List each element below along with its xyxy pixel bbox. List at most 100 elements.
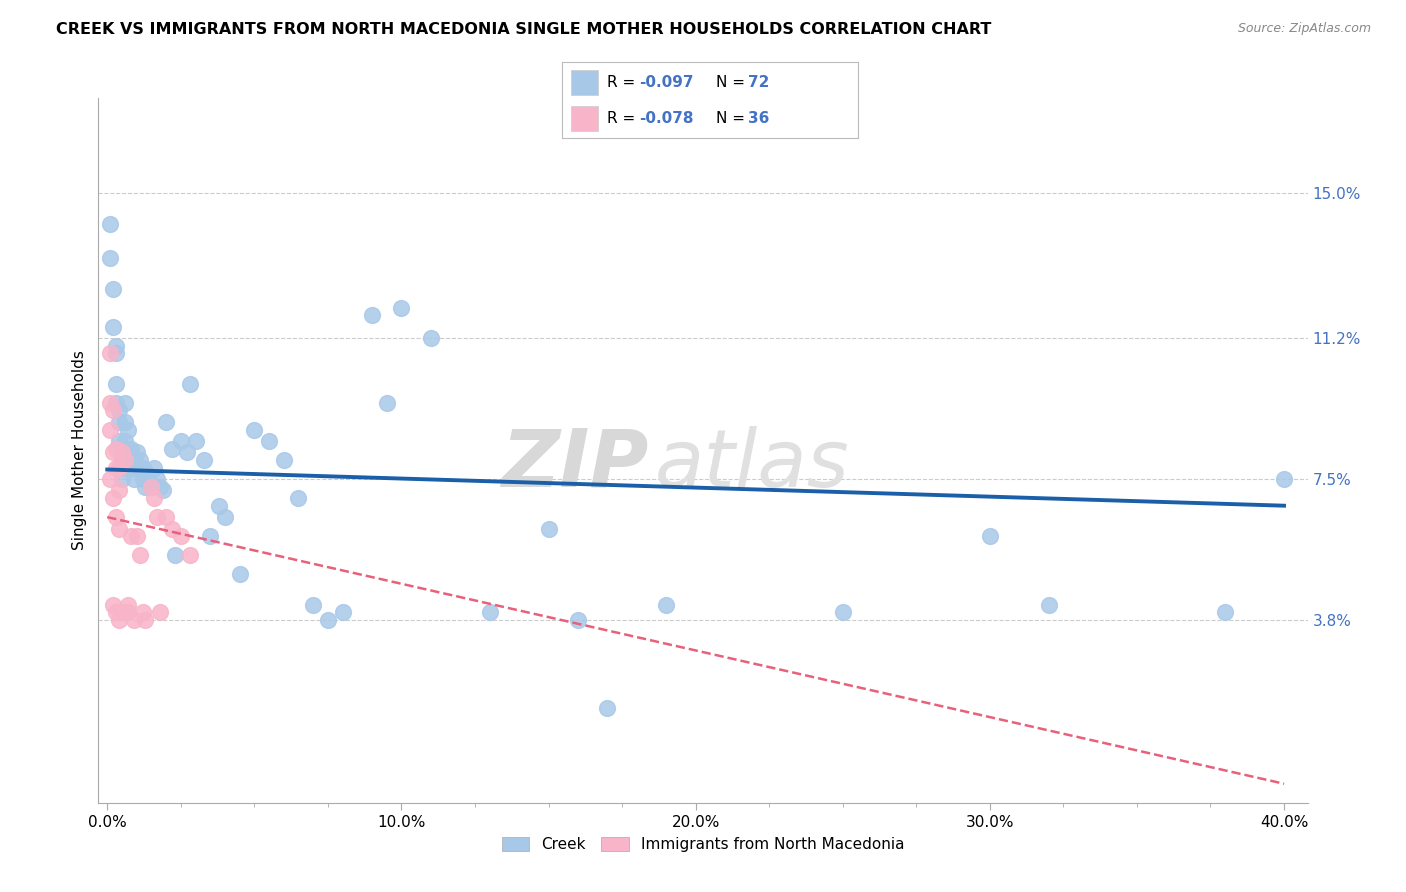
Point (108, 613, 131, 627)
Point (163, 548, 186, 562)
Point (596, 700, 619, 714)
Point (108, 434, 131, 448)
Point (287, 491, 309, 505)
Point (98, 346, 121, 360)
Point (108, 415, 131, 429)
Point (108, 460, 131, 475)
Text: N =: N = (716, 76, 749, 90)
Point (478, 605, 501, 619)
Point (155, 510, 177, 524)
Point (273, 453, 295, 467)
Point (128, 548, 150, 562)
Point (537, 522, 560, 536)
Point (122, 453, 145, 467)
Point (117, 442, 139, 456)
Point (122, 472, 145, 486)
Point (114, 434, 136, 448)
Point (101, 282, 124, 296)
Point (111, 445, 134, 459)
Point (105, 396, 128, 410)
Text: -0.078: -0.078 (640, 111, 693, 126)
Point (170, 529, 193, 543)
Point (152, 483, 174, 498)
Point (143, 491, 166, 505)
Text: ZIP: ZIP (501, 425, 648, 504)
Point (134, 480, 156, 494)
Text: 72: 72 (748, 76, 770, 90)
Point (302, 598, 325, 612)
Point (179, 548, 201, 562)
Point (655, 598, 678, 612)
Point (141, 480, 163, 494)
Point (105, 346, 128, 360)
Point (143, 460, 166, 475)
Point (111, 605, 134, 619)
Point (361, 308, 384, 322)
Point (134, 464, 156, 478)
Point (184, 434, 207, 448)
Point (105, 605, 128, 619)
Point (979, 529, 1001, 543)
Point (117, 605, 139, 619)
Point (105, 442, 128, 456)
Point (155, 415, 177, 429)
Text: R =: R = (607, 111, 640, 126)
Point (117, 423, 139, 437)
Point (111, 460, 134, 475)
Point (114, 453, 136, 467)
Text: atlas: atlas (655, 425, 849, 504)
Point (375, 396, 398, 410)
Point (1272, 472, 1295, 486)
Text: R =: R = (607, 76, 640, 90)
Point (257, 434, 280, 448)
Point (125, 460, 148, 475)
Point (98, 251, 121, 265)
Point (332, 605, 354, 619)
Point (101, 491, 124, 505)
Point (101, 403, 124, 417)
Text: -0.097: -0.097 (640, 76, 693, 90)
Point (316, 613, 339, 627)
Point (117, 460, 139, 475)
Point (179, 376, 201, 391)
Text: 36: 36 (748, 111, 770, 126)
Point (131, 460, 153, 475)
Point (176, 445, 198, 459)
Point (567, 613, 589, 627)
Point (114, 453, 136, 467)
Point (125, 445, 148, 459)
Point (120, 529, 142, 543)
Point (122, 613, 145, 627)
Point (1213, 605, 1236, 619)
Point (131, 605, 153, 619)
Point (160, 522, 183, 536)
Point (125, 529, 148, 543)
Point (200, 529, 222, 543)
Point (114, 605, 136, 619)
Text: Source: ZipAtlas.com: Source: ZipAtlas.com (1237, 22, 1371, 36)
Point (149, 605, 172, 619)
Point (111, 453, 134, 467)
Point (120, 460, 142, 475)
Point (111, 472, 134, 486)
Point (98, 472, 121, 486)
Point (146, 472, 169, 486)
Point (243, 423, 266, 437)
Point (228, 567, 250, 582)
Point (117, 598, 139, 612)
Point (208, 499, 231, 513)
Point (105, 376, 128, 391)
Point (114, 396, 136, 410)
Point (120, 442, 142, 456)
Point (160, 442, 183, 456)
Point (134, 613, 156, 627)
Point (391, 301, 413, 315)
Point (1038, 598, 1060, 612)
Point (105, 339, 128, 353)
Bar (571, 70, 598, 95)
Point (105, 460, 128, 475)
Legend: Creek, Immigrants from North Macedonia: Creek, Immigrants from North Macedonia (495, 831, 911, 859)
Point (111, 445, 134, 459)
Point (141, 480, 163, 494)
Point (108, 403, 131, 417)
